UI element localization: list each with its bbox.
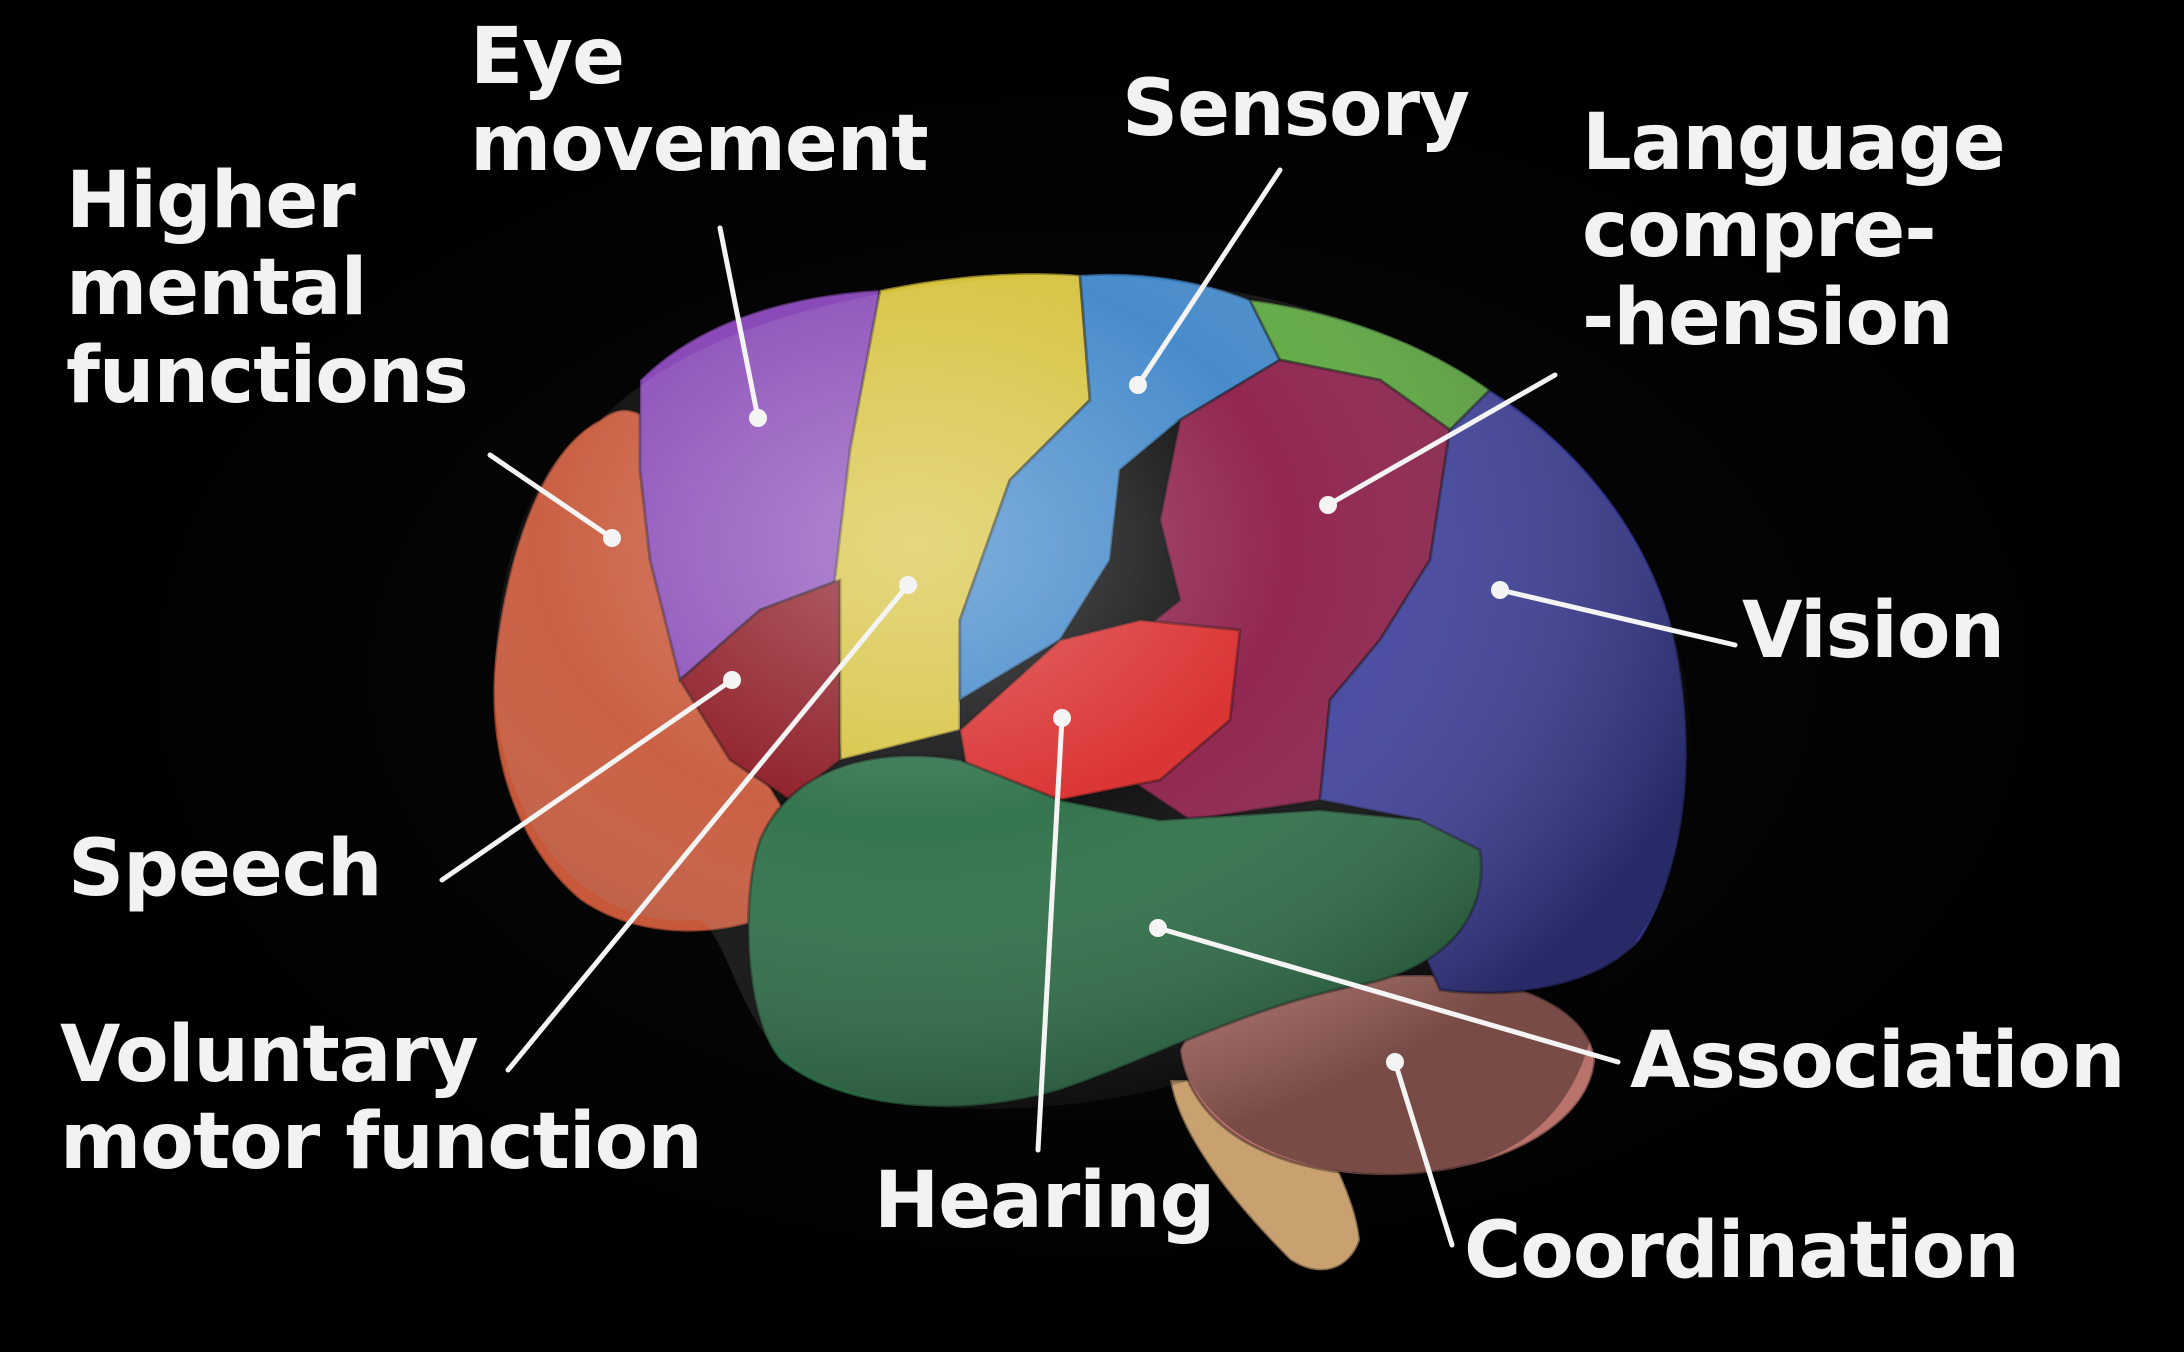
label-coordination: Coordination — [1464, 1206, 2020, 1296]
leader-vision — [1497, 587, 1738, 648]
dot-language — [1319, 496, 1337, 514]
label-association: Association — [1630, 1016, 2126, 1106]
label-sensory: Sensory — [1122, 64, 1470, 154]
dot-eye-movement — [749, 409, 767, 427]
label-speech: Speech — [68, 824, 383, 914]
dot-vision — [1491, 581, 1509, 599]
dot-association — [1149, 919, 1167, 937]
label-higher-mental-functions: Higher mental functions — [66, 156, 469, 421]
leader-speech — [439, 677, 735, 883]
dot-sensory — [1129, 376, 1147, 394]
label-language-comprehension: Language compre- -hension — [1582, 98, 2006, 363]
leader-voluntary-motor — [505, 582, 911, 1073]
leader-dots — [603, 376, 1509, 1071]
leader-association — [1155, 925, 1621, 1065]
dot-hearing — [1053, 709, 1071, 727]
label-hearing: Hearing — [874, 1156, 1215, 1246]
label-vision: Vision — [1742, 586, 2005, 676]
leader-language — [1325, 372, 1558, 508]
leader-hearing — [1035, 715, 1065, 1153]
dot-voluntary-motor — [899, 576, 917, 594]
leader-lines — [439, 167, 1738, 1248]
leader-higher-mental — [487, 452, 615, 541]
dot-coordination — [1386, 1053, 1404, 1071]
leader-coordination — [1392, 1059, 1455, 1248]
brain-highlight — [494, 275, 1691, 1176]
leader-eye-movement — [717, 225, 761, 421]
dot-speech — [723, 671, 741, 689]
dot-higher-mental — [603, 529, 621, 547]
label-eye-movement: Eye movement — [470, 12, 929, 190]
label-voluntary-motor-function: Voluntary motor function — [60, 1010, 703, 1188]
leader-sensory — [1135, 167, 1283, 388]
